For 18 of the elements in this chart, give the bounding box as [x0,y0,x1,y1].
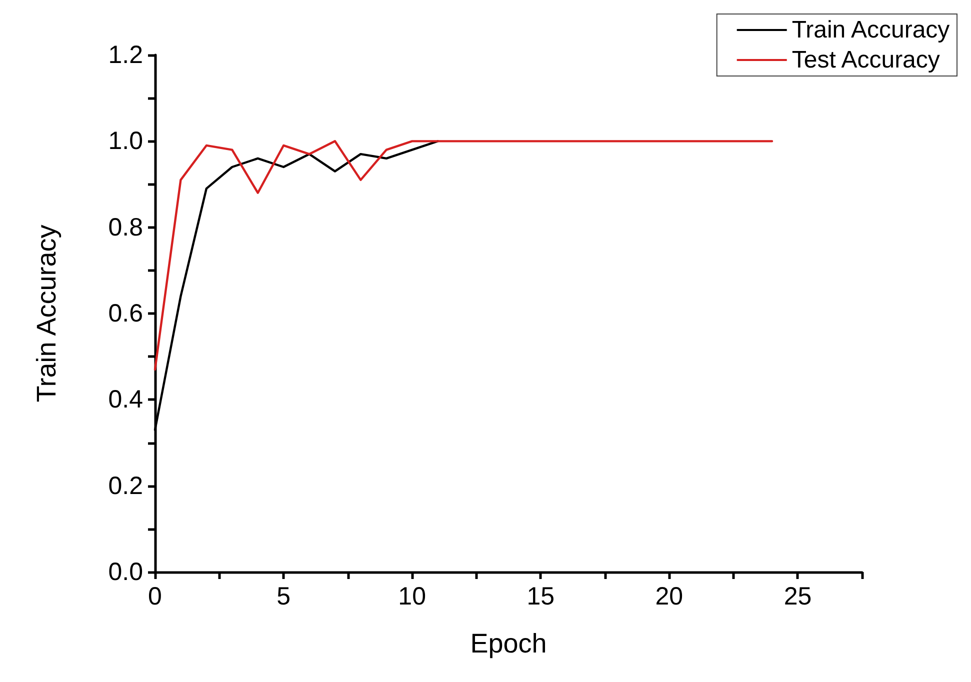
y-tick-label: 0.2 [108,472,143,500]
x-tick-label: 20 [655,582,684,610]
x-tick-label: 0 [148,582,162,610]
x-tick-label: 5 [276,582,290,610]
y-axis-title: Train Accuracy [32,224,62,402]
x-tick-label: 15 [526,582,555,610]
x-axis-title: Epoch [470,628,547,658]
legend-label: Test Accuracy [792,46,940,74]
legend-label: Train Accuracy [792,16,950,44]
y-tick-label: 1.0 [108,127,143,156]
line-series [154,140,774,371]
y-tick-label: 0.4 [108,386,144,414]
y-tick-label: 0.8 [108,213,143,242]
y-tick-label: 0.6 [108,300,143,328]
x-tick-label: 25 [784,582,812,610]
y-tick-label: 0.0 [108,558,143,586]
x-tick-label: 10 [398,582,426,610]
y-tick-label: 1.2 [108,41,143,69]
